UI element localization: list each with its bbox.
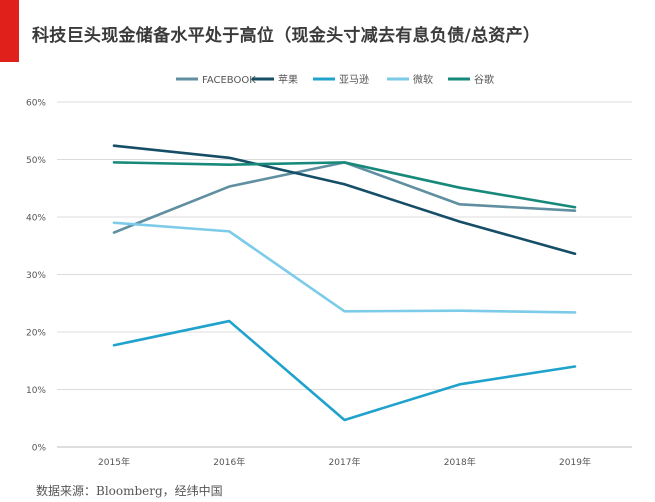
y-tick-label: 20% (26, 329, 46, 339)
series-line (112, 221, 577, 314)
x-axis-tick-labels: 2015年 2016年 2017年 2018年 2019年 (98, 456, 591, 468)
page-title: 科技巨头现金储备水平处于高位（现金头寸减去有息负债/总资产） (32, 26, 541, 46)
y-tick-label: 30% (26, 271, 46, 281)
legend-label: 微软 (413, 73, 433, 86)
x-tick-label: 2017年 (329, 456, 361, 468)
series-line (112, 161, 577, 234)
legend-label: FACEBOOK (202, 75, 256, 86)
series-line (112, 161, 577, 209)
x-tick-label: 2019年 (559, 456, 591, 468)
title-accent-bar (0, 0, 19, 62)
legend-label: 谷歌 (474, 73, 494, 86)
series-line (112, 319, 577, 422)
x-tick-label: 2016年 (213, 456, 245, 468)
data-source-note: 数据来源：Bloomberg，经纬中国 (36, 484, 223, 498)
y-tick-label: 40% (26, 214, 46, 224)
y-tick-label: 10% (26, 386, 46, 396)
x-tick-label: 2015年 (98, 456, 130, 468)
legend-label: 苹果 (278, 73, 298, 86)
y-tick-label: 50% (26, 156, 46, 166)
legend: FACEBOOK 苹果 亚马逊 微软 谷歌 (176, 73, 494, 86)
y-tick-label: 60% (26, 99, 46, 109)
grid-lines (57, 101, 632, 448)
y-axis-tick-labels: 0% 10% 20% 30% 40% 50% 60% (26, 99, 46, 454)
series-lines (112, 144, 577, 422)
y-tick-label: 0% (32, 444, 47, 454)
x-tick-label: 2018年 (444, 456, 476, 468)
legend-label: 亚马逊 (339, 74, 369, 86)
series-line (112, 144, 577, 256)
